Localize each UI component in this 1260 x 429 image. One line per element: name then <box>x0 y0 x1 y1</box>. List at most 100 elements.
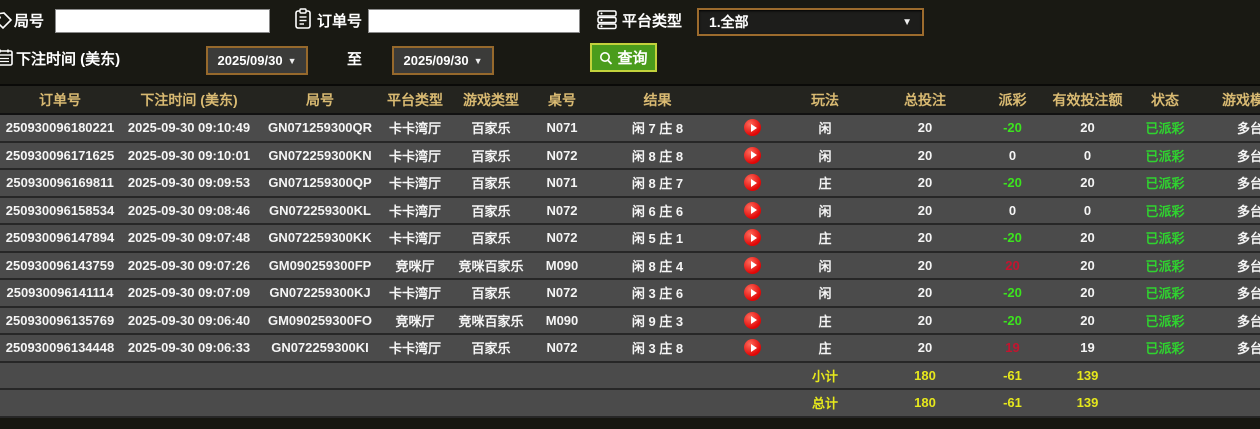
col-bet-time: 下注时间 (美东) <box>120 86 258 115</box>
cell-mode: 多台 <box>1200 279 1260 308</box>
replay-play-icon[interactable] <box>744 174 761 192</box>
cell-subtotal-payout: -61 <box>980 361 1045 390</box>
replay-play-icon[interactable] <box>744 119 761 137</box>
cell-table_no: N072 <box>534 334 590 363</box>
play-triangle <box>750 288 757 297</box>
play-triangle <box>750 206 757 215</box>
cell-platform: 卡卡湾厅 <box>382 224 448 253</box>
cell-time: 2025-09-30 09:10:49 <box>120 114 258 143</box>
cell-payout: -20 <box>980 169 1045 198</box>
replay-play-icon[interactable] <box>744 311 761 329</box>
cell-payout: 0 <box>980 141 1045 170</box>
cell-mode: 多台 <box>1200 334 1260 363</box>
order-no-input[interactable] <box>368 9 580 33</box>
cell-order: 250930096158534 <box>0 196 120 225</box>
replay-play-icon[interactable] <box>744 339 761 357</box>
cell-game_no: GN072259300KL <box>258 196 382 225</box>
cell-result: 闲 3 庄 6 <box>590 279 725 308</box>
replay-play-icon[interactable] <box>744 256 761 274</box>
replay-play-icon[interactable] <box>744 229 761 247</box>
replay-play-icon[interactable] <box>744 146 761 164</box>
cell-result: 闲 3 庄 8 <box>590 334 725 363</box>
table-row: 250930096180221 2025-09-30 09:10:49 GN0712… <box>0 114 1260 143</box>
play-triangle <box>750 233 757 242</box>
cell-game_type: 百家乐 <box>448 334 534 363</box>
cell-table_no: N071 <box>534 169 590 198</box>
chevron-down-icon: ▼ <box>287 55 297 66</box>
cell-payout: 19 <box>980 334 1045 363</box>
cell-time: 2025-09-30 09:07:26 <box>120 251 258 280</box>
col-replay <box>725 86 780 115</box>
cell-payout: -20 <box>980 306 1045 335</box>
date-to-value: 2025/09/30 <box>403 53 469 68</box>
platform-type-label: 平台类型 <box>622 13 683 30</box>
cell-total_bet: 20 <box>870 279 980 308</box>
cell-payout: 20 <box>980 251 1045 280</box>
cell-valid_bet: 0 <box>1045 196 1130 225</box>
cell-total-payout: -61 <box>980 389 1045 418</box>
cell-platform: 竞咪厅 <box>382 251 448 280</box>
cell-order: 250930096171625 <box>0 141 120 170</box>
cell-mode: 多台 <box>1200 114 1260 143</box>
cell-valid_bet: 20 <box>1045 169 1130 198</box>
cell-replay <box>725 141 780 170</box>
order-no-label: 订单号 <box>317 13 363 30</box>
cell-status: 已派彩 <box>1130 334 1200 363</box>
cell-status: 已派彩 <box>1130 251 1200 280</box>
cell-game_no: GN071259300QP <box>258 169 382 198</box>
cell-table_no: N072 <box>534 141 590 170</box>
play-triangle <box>750 123 757 132</box>
cell-total_bet: 20 <box>870 334 980 363</box>
play-triangle <box>750 151 757 160</box>
date-from-picker[interactable]: 2025/09/30 ▼ <box>206 46 308 75</box>
table-row: 250930096158534 2025-09-30 09:08:46 GN0722… <box>0 196 1260 225</box>
cell-bet_type: 闲 <box>780 141 870 170</box>
cell-result: 闲 5 庄 1 <box>590 224 725 253</box>
cell-valid_bet: 20 <box>1045 114 1130 143</box>
play-triangle <box>750 316 757 325</box>
cell-game_no: GN071259300QR <box>258 114 382 143</box>
query-button[interactable]: 查询 <box>590 43 657 72</box>
platform-type-select[interactable]: 1.全部 ▼ <box>697 8 924 36</box>
cell-replay <box>725 196 780 225</box>
platform-type-icon <box>596 8 618 35</box>
cell-table_no: N071 <box>534 114 590 143</box>
cell-bet_type: 闲 <box>780 251 870 280</box>
cell-total-status <box>1130 389 1200 418</box>
cell-status: 已派彩 <box>1130 196 1200 225</box>
chevron-down-icon: ▼ <box>473 55 483 66</box>
cell-result: 闲 8 庄 4 <box>590 251 725 280</box>
col-bet-type: 玩法 <box>780 86 870 115</box>
table-row: 250930096141114 2025-09-30 09:07:09 GN0722… <box>0 279 1260 308</box>
cell-status: 已派彩 <box>1130 141 1200 170</box>
cell-order: 250930096180221 <box>0 114 120 143</box>
cell-replay <box>725 169 780 198</box>
play-triangle <box>750 343 757 352</box>
cell-game_type: 百家乐 <box>448 141 534 170</box>
cell-valid_bet: 20 <box>1045 224 1130 253</box>
cell-platform: 卡卡湾厅 <box>382 169 448 198</box>
cell-game_type: 百家乐 <box>448 224 534 253</box>
table-row: 250930096147894 2025-09-30 09:07:48 GN0722… <box>0 224 1260 253</box>
cell-valid_bet: 20 <box>1045 279 1130 308</box>
cell-valid_bet: 20 <box>1045 251 1130 280</box>
cell-subtotal-mode <box>1200 361 1260 390</box>
cell-replay <box>725 334 780 363</box>
cell-mode: 多台 <box>1200 251 1260 280</box>
col-total-bet: 总投注 <box>870 86 980 115</box>
col-result: 结果 <box>590 86 725 115</box>
cell-bet_type: 庄 <box>780 224 870 253</box>
replay-play-icon[interactable] <box>744 201 761 219</box>
cell-platform: 卡卡湾厅 <box>382 279 448 308</box>
cell-valid_bet: 0 <box>1045 141 1130 170</box>
date-to-picker[interactable]: 2025/09/30 ▼ <box>392 46 494 75</box>
bet-time-label: 下注时间 (美东) <box>16 51 121 68</box>
cell-empty <box>0 361 780 390</box>
game-no-input[interactable] <box>55 9 270 33</box>
game-no-label: 局号 <box>14 13 45 30</box>
replay-play-icon[interactable] <box>744 284 761 302</box>
cell-result: 闲 9 庄 3 <box>590 306 725 335</box>
cell-time: 2025-09-30 09:10:01 <box>120 141 258 170</box>
table-row: 250930096171625 2025-09-30 09:10:01 GN0722… <box>0 141 1260 170</box>
cell-game_type: 百家乐 <box>448 196 534 225</box>
